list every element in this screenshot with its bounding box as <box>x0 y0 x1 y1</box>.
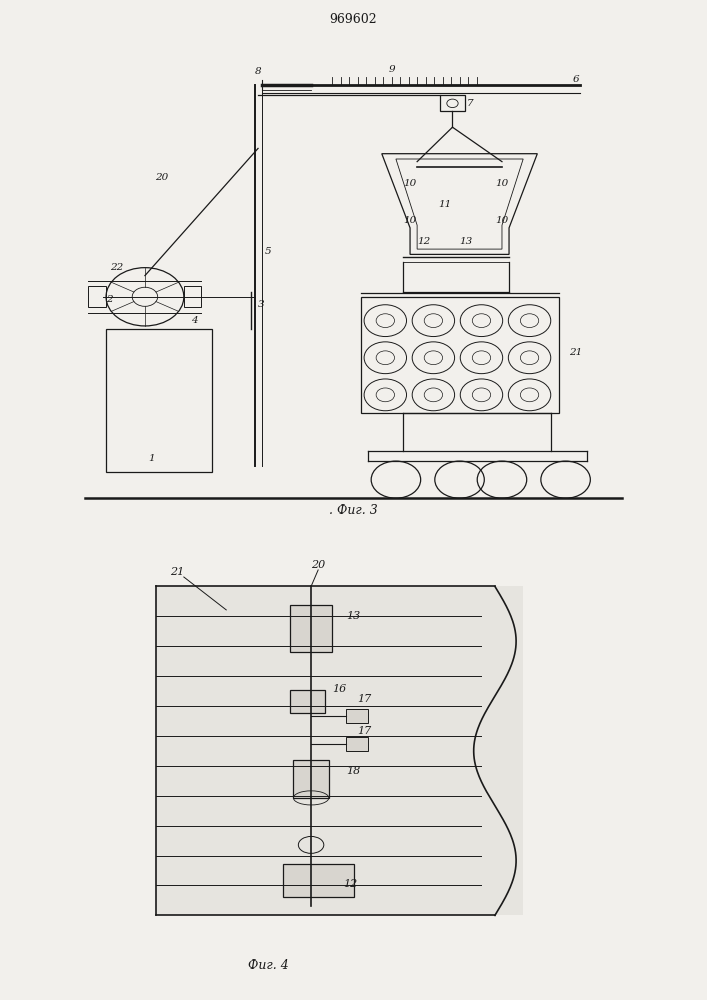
Text: 22: 22 <box>110 263 123 272</box>
Text: 9: 9 <box>389 65 395 74</box>
Bar <box>346 737 368 751</box>
Text: 13: 13 <box>460 237 473 246</box>
Bar <box>156 586 523 915</box>
Text: 10: 10 <box>495 216 508 225</box>
Bar <box>346 709 368 723</box>
Text: 17: 17 <box>357 726 371 736</box>
Text: 7: 7 <box>467 99 473 108</box>
Bar <box>184 286 201 307</box>
Bar <box>290 605 332 652</box>
Text: 969602: 969602 <box>329 13 378 26</box>
Text: 17: 17 <box>357 694 371 704</box>
Text: 1: 1 <box>148 454 155 463</box>
Text: 2: 2 <box>106 295 112 304</box>
Text: 3: 3 <box>258 300 264 309</box>
Text: 18: 18 <box>346 766 361 776</box>
Text: Фиг. 4: Фиг. 4 <box>248 959 289 972</box>
Text: 12: 12 <box>417 237 431 246</box>
Text: 10: 10 <box>403 178 416 188</box>
Text: 20: 20 <box>156 173 169 182</box>
Bar <box>293 760 329 798</box>
Text: 20: 20 <box>311 560 325 570</box>
Bar <box>88 286 106 307</box>
Text: 4: 4 <box>191 316 197 325</box>
Bar <box>440 95 465 111</box>
Text: 5: 5 <box>265 247 271 256</box>
Text: 21: 21 <box>569 348 583 357</box>
Text: 12: 12 <box>343 879 357 889</box>
Bar <box>361 297 559 413</box>
Text: 21: 21 <box>170 567 184 577</box>
Bar <box>106 329 212 472</box>
Text: 13: 13 <box>346 611 361 621</box>
Text: 10: 10 <box>495 178 508 188</box>
Text: 11: 11 <box>438 200 452 209</box>
Text: . Фиг. 3: . Фиг. 3 <box>329 504 378 517</box>
Bar <box>283 864 354 897</box>
Text: 10: 10 <box>403 216 416 225</box>
Text: 16: 16 <box>332 684 346 694</box>
Text: 8: 8 <box>255 67 261 76</box>
Text: 6: 6 <box>573 75 579 84</box>
Bar <box>290 690 325 713</box>
